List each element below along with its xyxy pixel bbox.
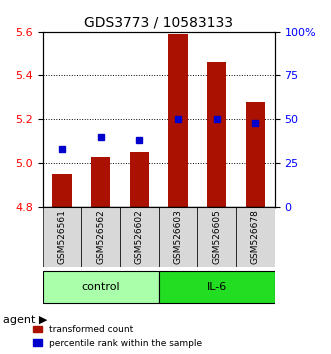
FancyBboxPatch shape [81, 207, 120, 267]
FancyBboxPatch shape [236, 207, 275, 267]
Text: GSM526561: GSM526561 [58, 210, 67, 264]
FancyBboxPatch shape [43, 271, 159, 303]
Bar [246, 102, 265, 207]
Text: GSM526603: GSM526603 [173, 210, 182, 264]
Legend: transformed count, percentile rank within the sample: transformed count, percentile rank withi… [31, 323, 204, 349]
FancyBboxPatch shape [120, 207, 159, 267]
Text: GSM526602: GSM526602 [135, 210, 144, 264]
Text: control: control [81, 282, 120, 292]
Bar [130, 152, 149, 207]
Text: GSM526678: GSM526678 [251, 210, 260, 264]
Bar [52, 174, 71, 207]
Text: IL-6: IL-6 [207, 282, 227, 292]
Text: GSM526562: GSM526562 [96, 210, 105, 264]
Bar [207, 62, 226, 207]
Text: GSM526605: GSM526605 [212, 210, 221, 264]
Text: agent ▶: agent ▶ [3, 315, 48, 325]
Bar [168, 34, 188, 207]
FancyBboxPatch shape [159, 207, 197, 267]
FancyBboxPatch shape [197, 207, 236, 267]
FancyBboxPatch shape [43, 207, 81, 267]
Bar [91, 156, 110, 207]
FancyBboxPatch shape [159, 271, 275, 303]
Title: GDS3773 / 10583133: GDS3773 / 10583133 [84, 15, 233, 29]
